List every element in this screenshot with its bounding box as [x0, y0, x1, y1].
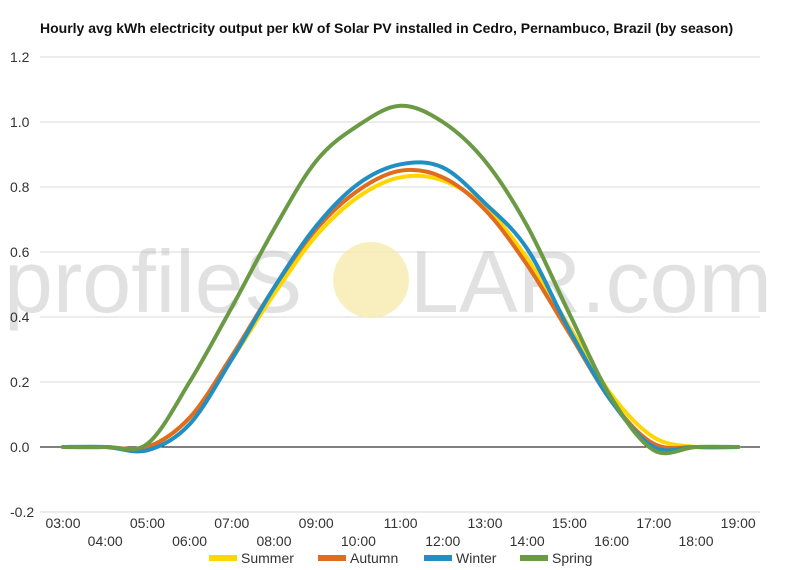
y-tick-label: 1.0 [10, 114, 30, 130]
legend-swatch-autumn [318, 555, 346, 561]
x-tick-label: 09:00 [299, 515, 334, 531]
legend-swatch-summer [209, 555, 237, 561]
legend-label-winter: Winter [456, 550, 497, 566]
legend-swatch-spring [520, 555, 548, 561]
x-tick-label: 11:00 [384, 515, 418, 531]
watermark: profileS LAR.com [4, 232, 772, 331]
y-tick-label: 0.2 [10, 374, 30, 390]
series-line-spring [61, 103, 741, 456]
x-tick-label: 05:00 [130, 515, 165, 531]
watermark-right-text: LAR.com [410, 232, 772, 331]
watermark-sun-icon [333, 242, 409, 318]
x-tick-label: 17:00 [636, 515, 671, 531]
legend-swatch-winter [424, 555, 452, 561]
x-tick-label: 18:00 [678, 533, 713, 549]
y-tick-label: 1.2 [10, 49, 30, 65]
x-tick-label: 03:00 [45, 515, 80, 531]
legend-label-summer: Summer [241, 550, 294, 566]
y-tick-label: 0.0 [10, 439, 30, 455]
x-tick-label: 13:00 [467, 515, 502, 531]
y-tick-label: 0.8 [10, 179, 30, 195]
x-tick-label: 10:00 [341, 533, 376, 549]
x-tick-label: 08:00 [256, 533, 291, 549]
series-lines [61, 103, 741, 456]
legend: Summer Autumn Winter Spring [209, 550, 592, 566]
y-tick-label: 0.4 [10, 309, 30, 325]
watermark-left-text: profileS [4, 232, 302, 331]
chart-title: Hourly avg kWh electricity output per kW… [40, 20, 733, 36]
x-tick-label: 19:00 [721, 515, 756, 531]
x-tick-label: 07:00 [214, 515, 249, 531]
y-tick-label: -0.2 [10, 504, 34, 520]
legend-label-autumn: Autumn [350, 550, 398, 566]
x-tick-label: 04:00 [88, 533, 123, 549]
x-tick-label: 16:00 [594, 533, 629, 549]
x-tick-label: 06:00 [172, 533, 207, 549]
x-tick-label: 15:00 [552, 515, 587, 531]
x-tick-label: 12:00 [425, 533, 460, 549]
y-tick-label: 0.6 [10, 244, 30, 260]
x-tick-label: 14:00 [510, 533, 545, 549]
y-axis: 1.2 1.0 0.8 0.6 0.4 0.2 0.0 -0.2 [10, 49, 34, 520]
legend-label-spring: Spring [552, 550, 592, 566]
x-axis: 03:00 04:00 05:00 06:00 07:00 08:00 09:00 10:00… [45, 515, 755, 549]
